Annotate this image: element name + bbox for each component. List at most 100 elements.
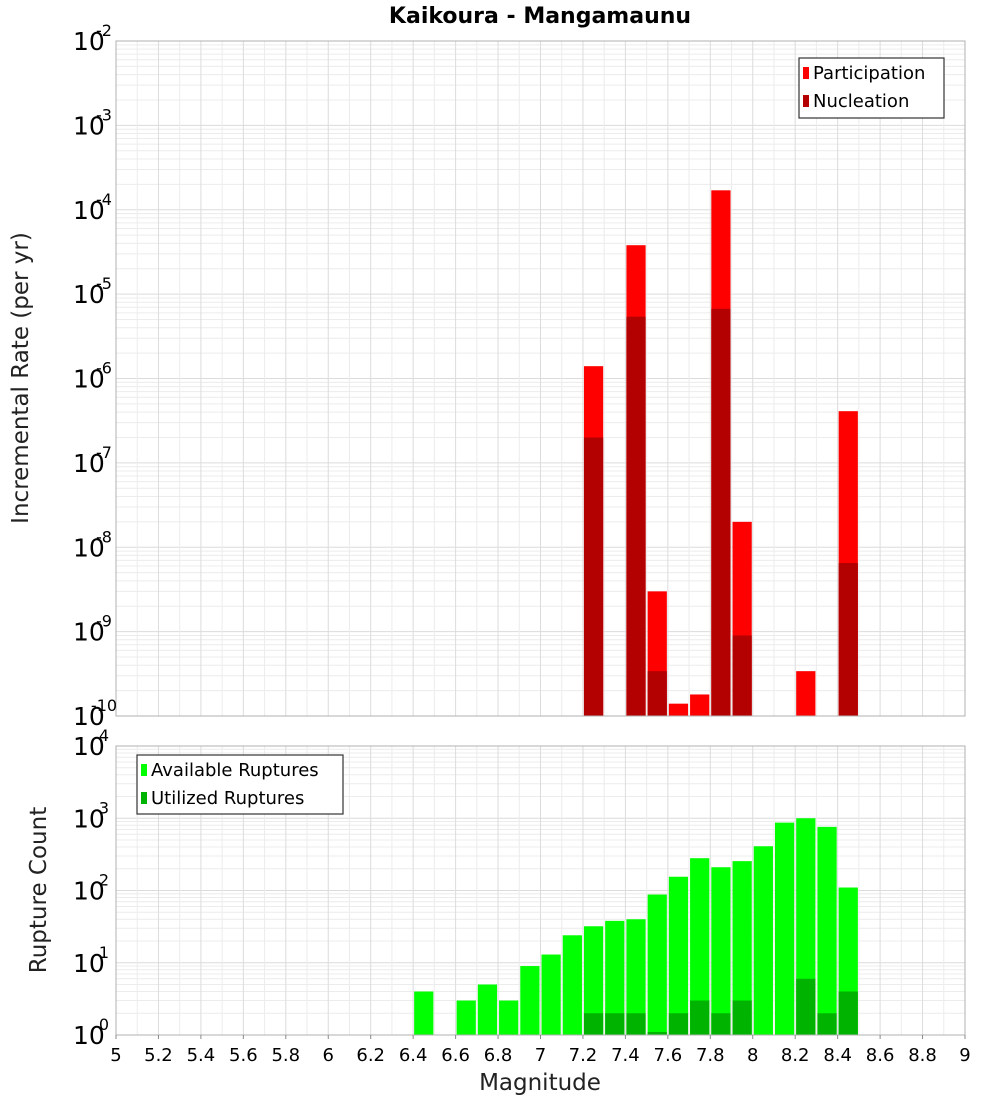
y-tick-label: 10: [73, 618, 105, 647]
x-tick-label: 5.8: [271, 1045, 300, 1066]
bar: [605, 920, 625, 1035]
bar: [690, 694, 710, 716]
bar: [838, 991, 858, 1035]
legend: Available Ruptures Utilized Ruptures: [136, 754, 344, 815]
bar: [668, 703, 689, 716]
y-tick-label: 10: [73, 449, 105, 478]
y-tick-label: 10: [73, 280, 105, 309]
y-tick-label: 10: [73, 196, 105, 225]
y-tick-label: 10: [73, 949, 105, 978]
bar: [838, 563, 858, 716]
series-0: [414, 818, 858, 1035]
x-tick-label: 7.2: [569, 1045, 598, 1066]
bar: [626, 1013, 646, 1035]
bar: [583, 1013, 604, 1035]
legend-swatch: [141, 764, 147, 776]
x-tick-label: 6.2: [356, 1045, 385, 1066]
y-tick-label: 10: [73, 533, 105, 562]
x-tick-label: 6.6: [441, 1045, 470, 1066]
y-tick-exponent: -8: [96, 527, 112, 546]
bar: [456, 1000, 476, 1035]
legend-entry: Available Ruptures: [151, 760, 319, 781]
legend-swatch: [803, 95, 809, 107]
y-tick-exponent: -10: [91, 696, 117, 715]
x-tick-label: 8: [747, 1045, 758, 1066]
rate-panel: 10-1010-910-810-710-610-510-410-310-2Par…: [73, 21, 966, 731]
bar: [668, 1013, 689, 1035]
bar: [605, 1013, 625, 1035]
y-tick-label: 10: [73, 1021, 105, 1050]
x-tick-label: 6.4: [399, 1045, 428, 1066]
y-tick-label: 10: [73, 111, 105, 140]
y-tick-exponent: -7: [96, 443, 112, 462]
y-tick-exponent: 4: [99, 726, 109, 745]
x-tick-label: 5: [110, 1045, 121, 1066]
bar: [414, 991, 434, 1035]
x-tick-label: 9: [959, 1045, 970, 1066]
y-tick-exponent: -6: [96, 359, 112, 378]
bar: [477, 984, 498, 1035]
legend-entry: Utilized Ruptures: [151, 788, 304, 809]
y-tick-exponent: -2: [96, 21, 112, 40]
legend: Participation Nucleation: [798, 57, 945, 119]
y-tick-label: 10: [73, 365, 105, 394]
series-1: [583, 308, 858, 716]
bar: [732, 635, 752, 716]
bar: [732, 1000, 752, 1035]
y-tick-label: 10: [73, 732, 105, 761]
bar: [562, 935, 582, 1035]
x-tick-label: 7: [535, 1045, 546, 1066]
bar: [690, 1000, 710, 1035]
x-tick-label: 8.8: [908, 1045, 937, 1066]
y-tick-label: 10: [73, 877, 105, 906]
legend-entry: Nucleation: [813, 91, 909, 112]
bar: [711, 867, 731, 1035]
y-tick-exponent: 1: [99, 943, 109, 962]
y-tick-label: 10: [73, 804, 105, 833]
grid-lines: [115, 41, 966, 717]
bar: [647, 894, 667, 1035]
y-tick-label: 10: [73, 27, 105, 56]
bar: [774, 822, 795, 1035]
y-tick-exponent: 0: [99, 1015, 109, 1034]
plot-frame: [115, 40, 966, 717]
y-tick-exponent: -5: [96, 274, 112, 293]
legend-swatch: [803, 67, 809, 79]
x-tick-label: 8.4: [823, 1045, 852, 1066]
y-tick-exponent: -9: [96, 612, 112, 631]
bar: [583, 926, 604, 1035]
x-tick-label: 7.4: [611, 1045, 640, 1066]
bar: [520, 966, 540, 1035]
x-axis-label: Magnitude: [479, 1070, 601, 1096]
y-tick-exponent: 2: [99, 871, 109, 890]
x-tick-label: 8.2: [781, 1045, 810, 1066]
bar: [690, 858, 710, 1035]
bar: [796, 671, 816, 716]
bar: [668, 876, 689, 1035]
y-tick-exponent: -3: [96, 105, 112, 124]
x-tick-label: 6.8: [484, 1045, 513, 1066]
bar: [817, 826, 837, 1035]
y-tick-exponent: 3: [99, 798, 109, 817]
series-1: [583, 978, 858, 1035]
x-tick-label: 5.2: [144, 1045, 173, 1066]
bar: [817, 1013, 837, 1035]
x-tick-label: 7.8: [696, 1045, 725, 1066]
legend-box: [136, 754, 344, 815]
bar: [647, 671, 667, 716]
y-tick-exponent: -4: [96, 190, 112, 209]
bar: [499, 1000, 519, 1035]
bar: [796, 978, 816, 1035]
bar: [626, 919, 646, 1035]
rate-y-axis-label: Incremental Rate (per yr): [8, 232, 34, 524]
legend-entry: Participation: [813, 63, 925, 84]
x-tick-label: 5.6: [229, 1045, 258, 1066]
bar: [541, 954, 561, 1035]
x-tick-label: 8.6: [866, 1045, 895, 1066]
x-tick-label: 7.6: [654, 1045, 683, 1066]
bar: [711, 1013, 731, 1035]
bar: [753, 846, 773, 1035]
legend-swatch: [141, 792, 147, 804]
